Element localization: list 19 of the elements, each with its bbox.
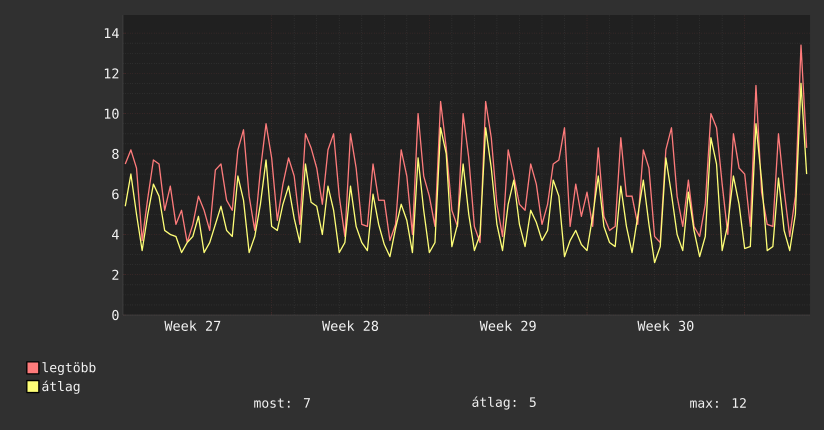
legend-label: átlag [42, 380, 80, 394]
line-series [124, 44, 808, 244]
y-tick-label: 8 [112, 148, 119, 160]
x-tick-label: Week 28 [322, 320, 378, 331]
y-tick-label: 0 [112, 310, 119, 320]
text: átlag: 5 [472, 396, 536, 410]
y-tick-label: 6 [112, 189, 119, 200]
legend-label: legtöbb [42, 362, 96, 375]
y-tick-label: 2 [112, 270, 118, 280]
y-tick-label: 14 [104, 28, 119, 38]
x-tick-label: Week 29 [480, 320, 536, 331]
x-tick-label: Week 27 [164, 320, 220, 331]
y-tick-label: 4 [112, 230, 119, 240]
text: most: 7 [254, 398, 310, 408]
x-tick-label: Week 30 [637, 320, 694, 331]
text: max: 12 [690, 398, 746, 408]
y-tick-label: 10 [104, 108, 119, 119]
y-tick-label: 12 [104, 68, 118, 78]
line-series [124, 82, 808, 264]
